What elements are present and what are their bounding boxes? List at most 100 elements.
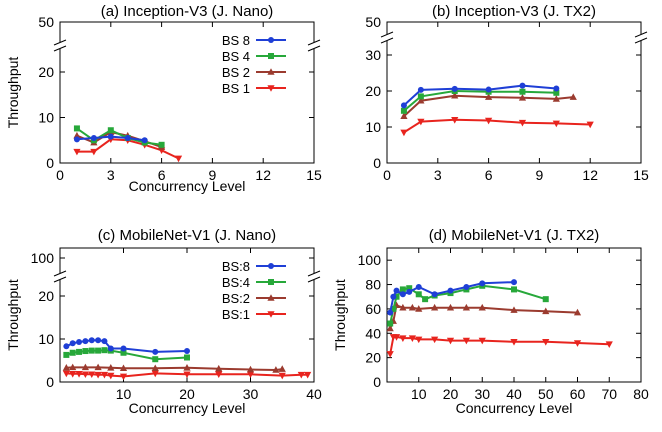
circle-marker <box>184 348 190 355</box>
legend-label: BS:2 <box>222 291 250 306</box>
axis-break-mark <box>53 270 67 277</box>
circle-marker <box>406 288 413 295</box>
triangle-up-marker <box>510 306 518 313</box>
triangle-down-marker <box>73 148 81 156</box>
series-bs-2 <box>62 363 286 373</box>
circle-marker <box>479 280 486 287</box>
axis-break-gap <box>54 271 66 282</box>
x-tick-label: 6 <box>158 167 166 183</box>
chart-panel-a: (a) Inception-V3 (J. Nano) Concurrency Le… <box>5 3 322 194</box>
x-tick-label: 12 <box>255 167 271 183</box>
triangle-down-marker <box>107 372 115 380</box>
legend-triangle-down-marker <box>267 85 275 92</box>
triangle-down-marker <box>100 371 109 379</box>
y-tick-label: 20 <box>365 83 381 99</box>
circle-marker <box>107 133 114 140</box>
x-tick-label: 30 <box>474 386 490 402</box>
x-tick-label: 0 <box>56 167 64 183</box>
plot-frame <box>386 21 642 164</box>
square-marker <box>82 348 89 355</box>
y-tick-label: 20 <box>365 350 381 366</box>
circle-marker <box>88 337 95 344</box>
triangle-down-marker <box>586 121 594 129</box>
y-tick-label: 50 <box>365 14 381 30</box>
triangle-down-marker <box>386 351 394 358</box>
square-marker <box>417 93 424 100</box>
square-marker <box>95 347 102 354</box>
triangle-up-marker <box>278 365 286 372</box>
series-bs-8 <box>63 337 190 355</box>
y-tick-label: 0 <box>373 374 381 390</box>
axis-break-mark <box>53 276 67 283</box>
triangle-up-marker <box>552 95 560 102</box>
triangle-down-marker <box>542 339 550 346</box>
triangle-up-marker <box>183 364 191 371</box>
circle-marker <box>431 291 438 298</box>
legend: BS:8BS:4BS:2BS:1 <box>222 259 286 322</box>
triangle-down-marker <box>278 372 286 380</box>
y-tick-label: 10 <box>38 331 54 347</box>
square-marker <box>519 88 526 95</box>
circle-marker <box>553 85 560 92</box>
circle-marker <box>95 337 102 344</box>
legend-label: BS:4 <box>222 275 250 290</box>
series-line <box>403 118 591 134</box>
square-marker <box>88 347 95 354</box>
square-marker <box>184 354 190 361</box>
x-tick-label: 9 <box>536 167 544 183</box>
triangle-down-marker <box>400 129 408 137</box>
series-line <box>403 89 557 112</box>
square-marker <box>406 285 413 292</box>
triangle-down-marker <box>605 341 613 349</box>
axis-break-mark <box>53 45 67 52</box>
chart-title: (d) MobileNet-V1 (J. TX2) <box>429 227 600 244</box>
triangle-down-marker <box>183 371 191 379</box>
y-tick-label: 50 <box>38 14 54 30</box>
x-tick-label: 10 <box>411 386 427 402</box>
circle-marker <box>400 102 407 109</box>
circle-marker <box>82 338 89 345</box>
triangle-down-marker <box>88 371 96 379</box>
triangle-up-marker <box>94 363 102 371</box>
triangle-down-marker <box>69 371 77 378</box>
legend-label: BS:8 <box>222 259 250 274</box>
y-tick-label: 100 <box>31 250 55 266</box>
circle-marker <box>69 340 76 347</box>
x-tick-label: 60 <box>570 386 586 402</box>
x-axis-label: Concurrency Level <box>456 400 573 416</box>
square-marker <box>73 125 80 132</box>
square-marker <box>399 286 406 293</box>
x-tick-label: 30 <box>243 386 259 402</box>
triangle-down-marker <box>75 371 83 378</box>
circle-marker <box>76 339 83 346</box>
axis-break-mark <box>307 39 321 46</box>
circle-marker <box>511 279 517 286</box>
circle-marker <box>447 287 454 294</box>
chart-panel-c: (c) MobileNet-V1 (J. Nano) Concurrency Le… <box>5 227 322 416</box>
x-tick-label: 20 <box>179 386 195 402</box>
circle-marker <box>124 134 131 141</box>
square-marker <box>542 296 549 303</box>
legend-label: BS 8 <box>222 33 250 48</box>
series-line <box>389 335 610 355</box>
legend: BS 8BS 4BS 2BS 1 <box>222 33 286 96</box>
triangle-up-marker <box>119 364 128 372</box>
chart-panel-d: (d) MobileNet-V1 (J. TX2) Concurrency Lev… <box>332 227 649 416</box>
circle-marker <box>73 136 80 143</box>
circle-marker <box>141 137 148 144</box>
square-marker <box>553 89 560 96</box>
triangle-up-marker <box>573 308 582 316</box>
chart-title: (a) Inception-V3 (J. Nano) <box>101 3 274 20</box>
triangle-up-marker <box>478 303 486 311</box>
triangle-up-marker <box>73 131 81 139</box>
circle-marker <box>107 345 114 352</box>
triangle-down-marker <box>417 118 425 126</box>
triangle-up-marker <box>569 93 577 100</box>
triangle-up-marker <box>151 364 159 372</box>
plot-frame <box>59 21 315 164</box>
x-tick-label: 20 <box>443 386 459 402</box>
triangle-down-marker <box>90 148 98 156</box>
triangle-up-marker <box>451 91 459 99</box>
series-line <box>403 84 557 107</box>
